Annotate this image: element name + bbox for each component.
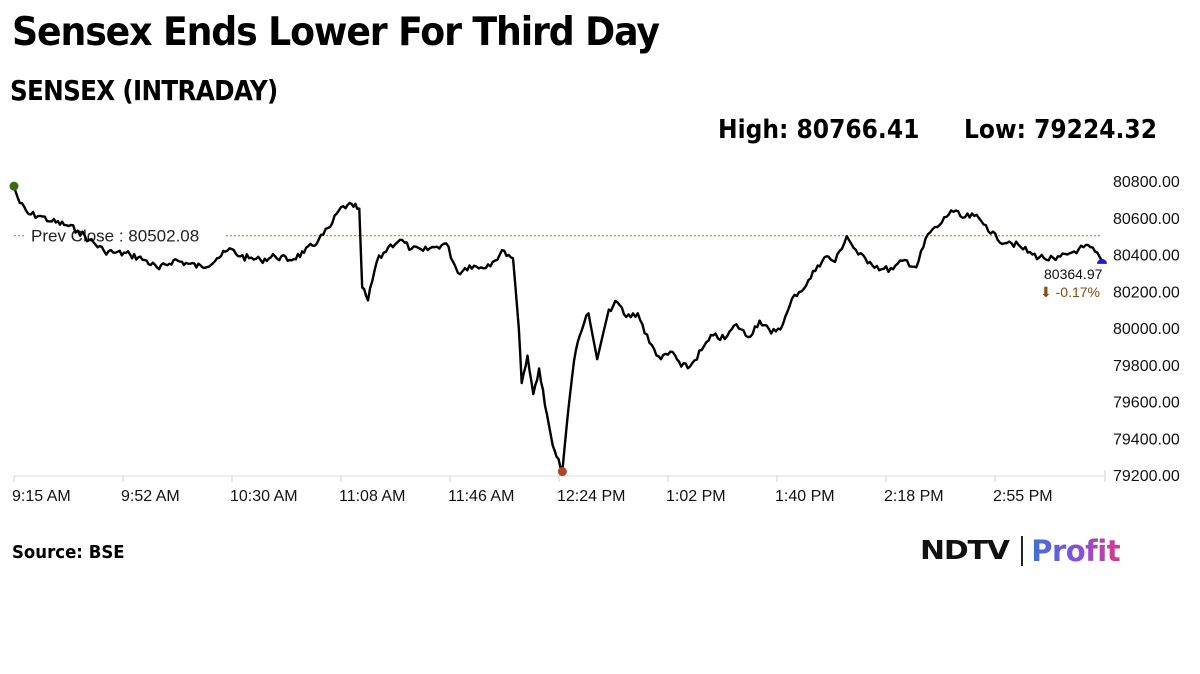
logo-ndtv-text: NDTV xyxy=(920,536,1010,566)
logo-divider xyxy=(1021,536,1024,566)
logo-profit-text: Profit xyxy=(1031,534,1121,568)
x-tick-label: 9:52 AM xyxy=(121,488,180,505)
x-axis: 9:15 AM 9:52 AM 10:30 AM 11:08 AM 11:46 AM 12… xyxy=(12,475,1105,505)
y-tick-label: 79200.00 xyxy=(1113,468,1180,485)
y-tick-label: 79400.00 xyxy=(1113,431,1180,448)
low-point-marker xyxy=(557,467,567,477)
y-axis: 80800.00 80600.00 80400.00 80200.00 80000.00… xyxy=(1104,174,1180,485)
y-tick-label: 80600.00 xyxy=(1113,211,1180,228)
ndtv-profit-logo: NDTV Profit xyxy=(920,533,1121,569)
y-tick-label: 80400.00 xyxy=(1113,248,1180,265)
chart-subtitle: SENSEX (INTRADAY) xyxy=(10,74,278,107)
x-tick-label: 10:30 AM xyxy=(230,488,298,505)
last-change-label: ⬇ -0.17% xyxy=(1040,284,1100,300)
x-tick-label: 2:55 PM xyxy=(993,488,1053,505)
day-high-label: High: 80766.41 xyxy=(718,115,920,145)
y-tick-label: 80200.00 xyxy=(1113,284,1180,301)
y-tick-label: 80800.00 xyxy=(1113,174,1180,191)
prev-close-reference: Prev Close : 80502.08 xyxy=(14,224,1102,247)
x-tick-label: 1:02 PM xyxy=(666,488,726,505)
y-tick-label: 79800.00 xyxy=(1113,358,1180,375)
x-tick-label: 12:24 PM xyxy=(557,488,625,505)
x-tick-label: 11:46 AM xyxy=(448,488,514,505)
y-tick-label: 79600.00 xyxy=(1113,395,1180,412)
chart-headline: Sensex Ends Lower For Third Day xyxy=(12,10,660,55)
prev-close-label: Prev Close : 80502.08 xyxy=(31,227,199,246)
source-credit: Source: BSE xyxy=(12,542,125,563)
x-tick-label: 11:08 AM xyxy=(339,488,405,505)
x-tick-label: 2:18 PM xyxy=(884,488,944,505)
y-tick-label: 80000.00 xyxy=(1113,321,1180,338)
day-low-label: Low: 79224.32 xyxy=(964,115,1157,145)
x-tick-label: 1:40 PM xyxy=(775,488,835,505)
x-tick-label: 9:15 AM xyxy=(12,488,71,505)
last-value-label: 80364.97 xyxy=(1044,266,1103,282)
open-point-marker xyxy=(9,181,19,191)
sensex-series-line xyxy=(12,186,1104,472)
close-point-marker xyxy=(1097,258,1107,264)
